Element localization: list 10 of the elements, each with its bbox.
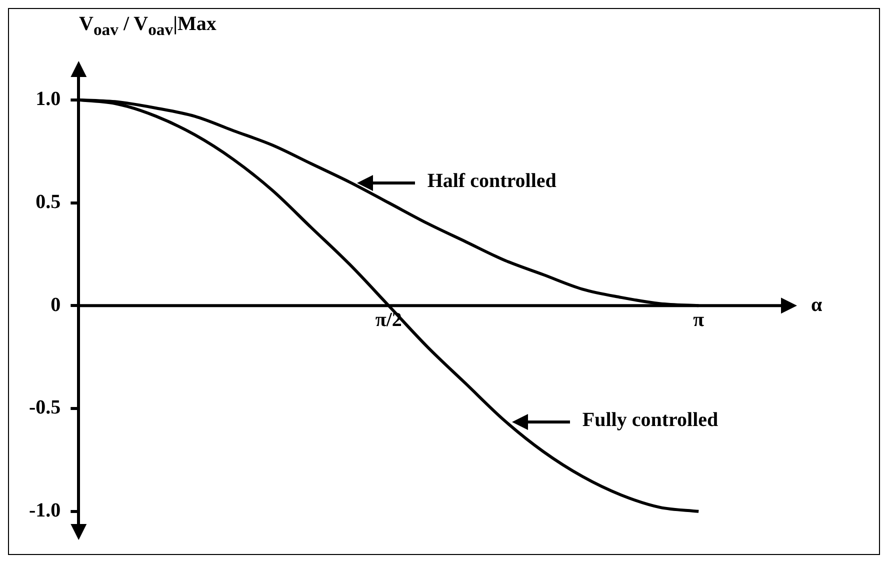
y-tick-label: 0.5	[36, 190, 61, 213]
y-tick-label: -1.0	[28, 500, 61, 522]
legend-label: Half controlled	[427, 170, 556, 193]
y-axis-title: V$_{oav}$ / V$_{oav}$|Max	[79, 13, 216, 40]
y-tick-label: -0.5	[28, 396, 61, 419]
y-tick-label: 1.0	[36, 88, 61, 110]
legend-label: Fully controlled	[582, 409, 718, 432]
x-tick-label: π	[693, 308, 704, 331]
x-axis-title: α	[811, 294, 822, 316]
y-tick-label: 0	[50, 294, 61, 316]
